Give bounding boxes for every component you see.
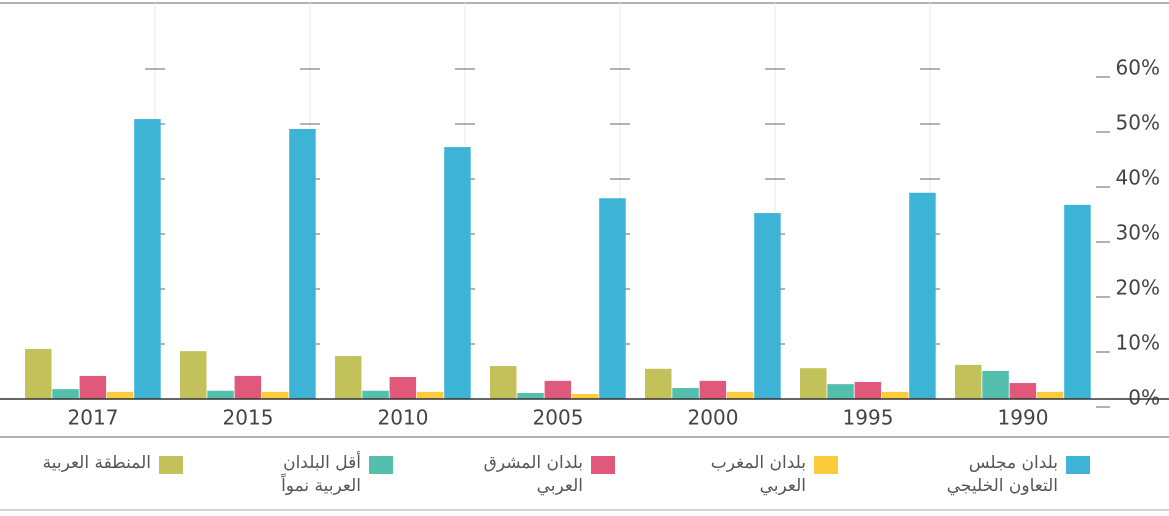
bar [234,375,262,399]
legend-swatch [369,456,393,474]
bar [726,391,754,399]
y-tick-label: 30% [1116,221,1160,245]
x-tick-label: 2005 [533,406,584,430]
y-tick-label: 50% [1116,111,1160,135]
bar [955,364,982,399]
bar [1009,383,1037,399]
bar [827,384,854,399]
bar [854,381,882,399]
y-tick-label: 10% [1116,331,1160,355]
bar [335,356,362,399]
legend-label: بلدان مجلس التعاون الخليجي [946,453,1058,496]
legend-label: المنطقة العربية [42,453,151,473]
bar [134,119,161,400]
x-tick-label: 2010 [378,406,429,430]
legend-item: بلدان المشرق العربي [463,452,615,498]
bar [544,380,572,399]
legend-swatch [591,456,615,474]
bar [1036,391,1064,399]
x-tick-label: 1990 [998,406,1049,430]
bar [881,391,909,399]
legend-item: المنطقة العربية [31,452,183,475]
bar [909,192,936,399]
x-tick-label: 2017 [68,406,119,430]
bar [645,368,672,399]
bar [180,351,207,399]
legend-item: بلدان المغرب العربي [686,452,838,498]
bar [982,370,1009,399]
bar [571,394,599,399]
bar [289,128,316,399]
bar [699,380,727,399]
legend-label: أقل البلدان العربية نمواً [281,453,361,496]
bar [754,213,781,399]
legend-item: أقل البلدان العربية نمواً [241,452,393,498]
bar [362,390,389,399]
bar [79,375,107,399]
y-tick-label: 0% [1128,386,1160,410]
bar [52,389,79,399]
legend-swatch [1066,456,1090,474]
x-tick-label: 2015 [223,406,274,430]
bar [800,368,827,399]
legend-label: بلدان المغرب العربي [710,453,806,496]
legend-item: بلدان مجلس التعاون الخليجي [938,452,1090,498]
bar [1064,204,1091,399]
bar [25,348,52,399]
bar [416,391,444,399]
y-tick-label: 40% [1116,166,1160,190]
bar [261,391,289,399]
bar [517,392,544,399]
bar [389,377,417,399]
bar [599,198,626,399]
y-tick-label: 20% [1116,276,1160,300]
legend-swatch [814,456,838,474]
bar [672,388,699,399]
x-tick-label: 2000 [688,406,739,430]
x-tick-label: 1995 [843,406,894,430]
legend-swatch [159,456,183,474]
bar [444,147,471,399]
legend-label: بلدان المشرق العربي [483,453,583,496]
bar [490,366,517,399]
bar [207,390,234,399]
y-tick-label: 60% [1116,56,1160,80]
bar [106,391,134,399]
